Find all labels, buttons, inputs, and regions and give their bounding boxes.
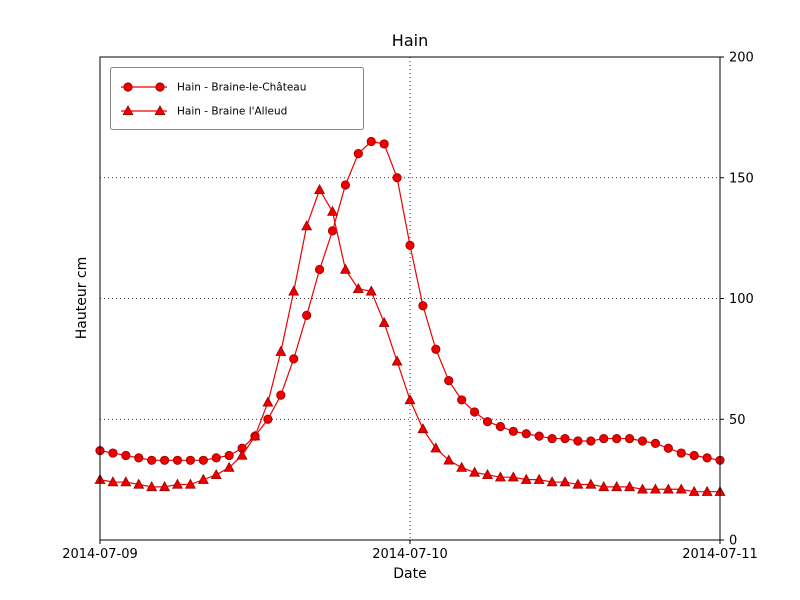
series-1: [94, 183, 726, 496]
plot-border: [99, 56, 721, 541]
circle-marker-icon: [155, 82, 165, 92]
y-tick-label: 0: [729, 534, 737, 549]
series-0: [95, 136, 725, 465]
chart-title: Hain: [392, 31, 428, 50]
legend-box: [110, 67, 364, 130]
x-tick-label: 2014-07-09: [62, 547, 138, 562]
legend-entry-braine-l-alleud: Hain - Braine l'Alleud: [121, 105, 287, 118]
y-tick-label: 100: [729, 292, 754, 307]
x-tick-label: 2014-07-11: [682, 547, 758, 562]
x-tick-label: 2014-07-10: [372, 547, 448, 562]
x-axis-label: Date: [393, 566, 426, 582]
legend: Hain - Braine-le-Château Hain - Braine l…: [110, 67, 364, 130]
y-tick-label: 50: [729, 413, 746, 428]
plot-area: 0 50 100 150 200 2014-07-09 2014-07-10 2014-07-…: [62, 51, 758, 563]
y-tick-label: 150: [729, 171, 754, 186]
triangle-marker-icon: [122, 105, 134, 115]
legend-label: Hain - Braine-le-Château: [177, 82, 306, 94]
triangle-marker-icon: [154, 105, 166, 115]
legend-label: Hain - Braine l'Alleud: [177, 106, 287, 118]
y-axis-label: Hauteur cm: [74, 257, 90, 340]
legend-entry-braine-le-chateau: Hain - Braine-le-Château: [121, 82, 306, 94]
y-tick-label: 200: [729, 51, 754, 66]
circle-marker-icon: [123, 82, 133, 92]
axis-ticks: 0 50 100 150 200 2014-07-09 2014-07-10 2014-07-…: [62, 51, 758, 563]
gridlines: [100, 57, 720, 540]
